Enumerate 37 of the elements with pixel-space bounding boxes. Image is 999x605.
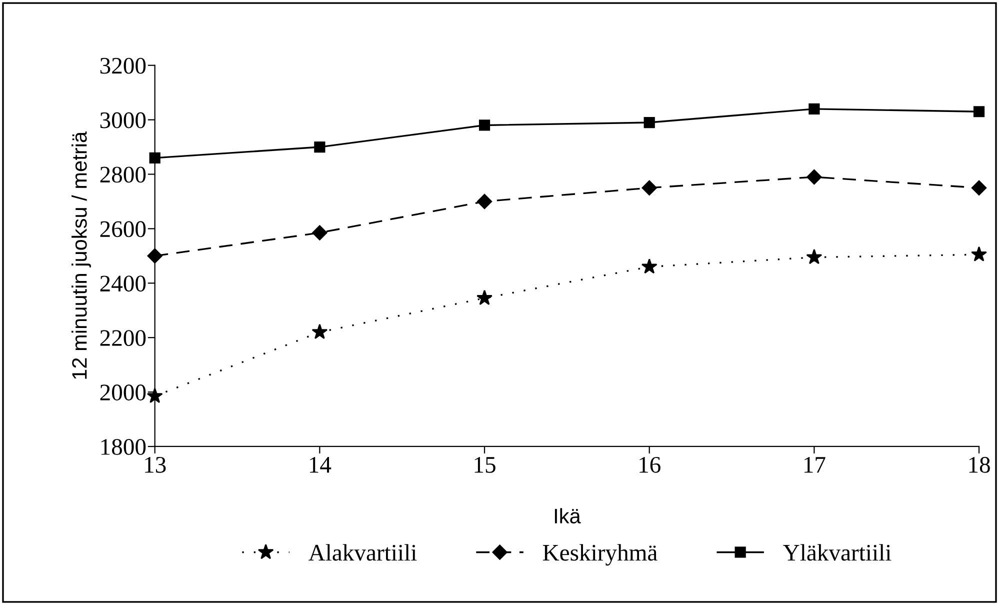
x-tick-label: 14 <box>310 457 332 473</box>
y-tick-label: 2400 <box>100 276 146 292</box>
y-tick-label: 3000 <box>100 112 146 128</box>
point <box>644 116 655 128</box>
legend-label: Keskiryhmä <box>542 544 658 566</box>
point <box>146 388 163 403</box>
y-tick-label: 2000 <box>100 384 146 400</box>
point <box>808 103 820 114</box>
point <box>806 248 822 264</box>
point <box>312 324 328 340</box>
point <box>806 169 822 185</box>
legend-label: Alakvartiili <box>308 544 417 561</box>
point <box>642 180 657 196</box>
point <box>312 225 328 240</box>
x-tick-label: 16 <box>640 456 660 473</box>
point <box>476 290 492 305</box>
point <box>973 106 985 118</box>
point <box>971 180 987 196</box>
x-tick-label: 17 <box>804 457 826 473</box>
point <box>478 120 490 131</box>
y-tick-label: 2800 <box>100 166 146 183</box>
x-tick-label: 18 <box>969 456 990 473</box>
x-tick-label: 13 <box>145 456 166 473</box>
y-tick-label: 3200 <box>100 58 146 74</box>
point <box>641 258 658 274</box>
x-axis-title: Ikä <box>554 508 581 524</box>
y-tick-label: 1800 <box>101 438 146 455</box>
point <box>476 194 492 210</box>
point <box>314 141 326 153</box>
x-tick-label: 15 <box>474 457 496 473</box>
y-tick-label: 2200 <box>100 330 146 346</box>
point <box>147 248 162 264</box>
point <box>149 152 160 164</box>
y-axis-title: 12 minuutin juoksu / metriä <box>72 131 91 379</box>
legend-label: Yläkvartiili <box>783 544 892 561</box>
y-tick-label: 2600 <box>100 221 146 238</box>
point <box>971 246 987 262</box>
